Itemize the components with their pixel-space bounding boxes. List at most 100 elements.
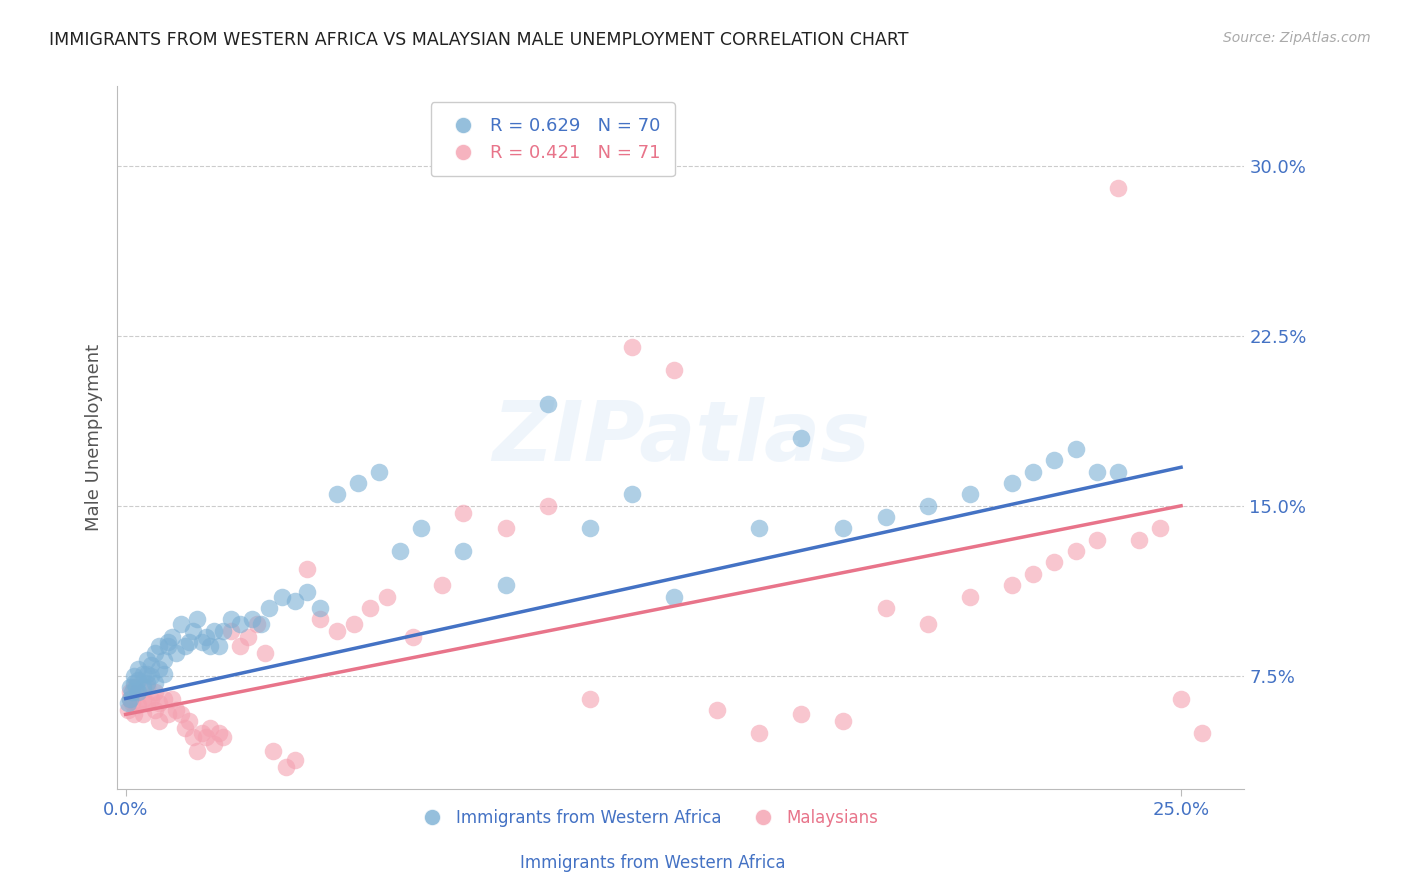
Point	[169, 616, 191, 631]
Point	[173, 640, 195, 654]
Point	[122, 680, 145, 694]
Point	[1085, 533, 1108, 547]
Point	[152, 653, 174, 667]
Point	[411, 521, 433, 535]
Point	[156, 707, 179, 722]
Point	[257, 600, 280, 615]
Point	[402, 630, 425, 644]
Point	[160, 630, 183, 644]
Point	[959, 590, 981, 604]
Point	[790, 707, 813, 722]
Point	[219, 612, 242, 626]
Point	[118, 680, 141, 694]
Point	[621, 340, 644, 354]
Point	[117, 703, 139, 717]
Point	[152, 666, 174, 681]
Point	[664, 590, 686, 604]
Y-axis label: Male Unemployment: Male Unemployment	[86, 344, 103, 532]
Point	[262, 744, 284, 758]
Point	[194, 730, 217, 744]
Point	[117, 696, 139, 710]
Point	[135, 653, 157, 667]
Point	[125, 680, 148, 694]
Point	[211, 730, 233, 744]
Point	[368, 465, 391, 479]
Point	[127, 684, 149, 698]
Point	[495, 521, 517, 535]
Point	[139, 691, 162, 706]
Point	[240, 612, 263, 626]
Point	[453, 544, 475, 558]
Point	[1043, 556, 1066, 570]
Point	[360, 600, 382, 615]
Point	[156, 640, 179, 654]
Point	[139, 657, 162, 672]
Point	[131, 680, 153, 694]
Text: Immigrants from Western Africa: Immigrants from Western Africa	[520, 855, 786, 872]
Point	[135, 666, 157, 681]
Point	[131, 666, 153, 681]
Point	[202, 737, 225, 751]
Point	[135, 680, 157, 694]
Point	[295, 585, 318, 599]
Point	[495, 578, 517, 592]
Text: IMMIGRANTS FROM WESTERN AFRICA VS MALAYSIAN MALE UNEMPLOYMENT CORRELATION CHART: IMMIGRANTS FROM WESTERN AFRICA VS MALAYS…	[49, 31, 908, 49]
Point	[342, 616, 364, 631]
Point	[152, 691, 174, 706]
Point	[537, 397, 560, 411]
Point	[219, 624, 242, 638]
Text: ZIPatlas: ZIPatlas	[492, 397, 870, 478]
Point	[148, 662, 170, 676]
Point	[917, 616, 939, 631]
Point	[664, 363, 686, 377]
Point	[621, 487, 644, 501]
Legend: Immigrants from Western Africa, Malaysians: Immigrants from Western Africa, Malaysia…	[409, 802, 884, 834]
Point	[748, 725, 770, 739]
Point	[1191, 725, 1213, 739]
Point	[169, 707, 191, 722]
Point	[1022, 566, 1045, 581]
Point	[245, 616, 267, 631]
Point	[579, 521, 602, 535]
Point	[389, 544, 412, 558]
Point	[122, 675, 145, 690]
Text: Source: ZipAtlas.com: Source: ZipAtlas.com	[1223, 31, 1371, 45]
Point	[160, 691, 183, 706]
Point	[143, 646, 166, 660]
Point	[127, 662, 149, 676]
Point	[198, 640, 221, 654]
Point	[1107, 465, 1129, 479]
Point	[706, 703, 728, 717]
Point	[127, 698, 149, 713]
Point	[377, 590, 399, 604]
Point	[131, 707, 153, 722]
Point	[198, 721, 221, 735]
Point	[295, 562, 318, 576]
Point	[173, 721, 195, 735]
Point	[432, 578, 454, 592]
Point	[1064, 442, 1087, 457]
Point	[190, 725, 212, 739]
Point	[177, 635, 200, 649]
Point	[122, 669, 145, 683]
Point	[148, 696, 170, 710]
Point	[194, 630, 217, 644]
Point	[143, 703, 166, 717]
Point	[875, 600, 897, 615]
Point	[917, 499, 939, 513]
Point	[270, 590, 292, 604]
Point	[325, 624, 347, 638]
Point	[118, 691, 141, 706]
Point	[148, 714, 170, 729]
Point	[1001, 578, 1024, 592]
Point	[537, 499, 560, 513]
Point	[156, 635, 179, 649]
Point	[186, 744, 208, 758]
Point	[308, 612, 330, 626]
Point	[832, 714, 855, 729]
Point	[283, 594, 305, 608]
Point	[1170, 691, 1192, 706]
Point	[135, 675, 157, 690]
Point	[121, 696, 143, 710]
Point	[148, 640, 170, 654]
